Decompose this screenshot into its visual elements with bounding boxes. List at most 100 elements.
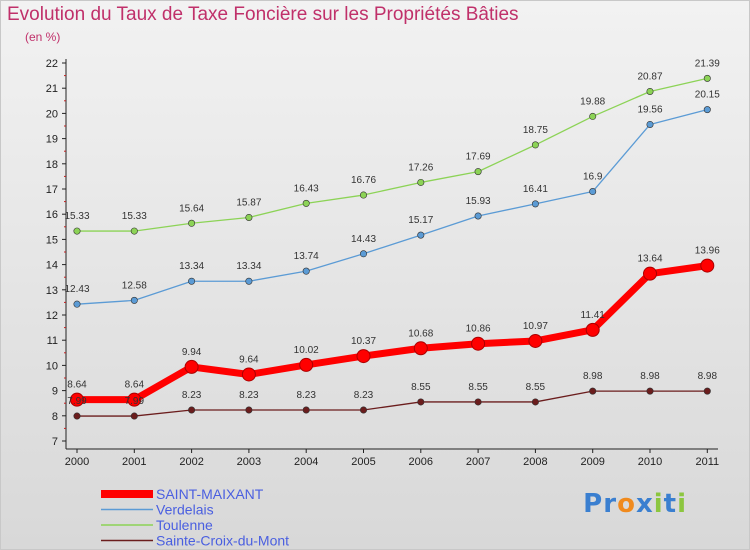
data-label: 16.9 — [583, 172, 603, 183]
data-point — [130, 227, 138, 235]
data-label: 8.23 — [239, 390, 259, 401]
data-point — [359, 191, 367, 199]
data-label: 10.68 — [408, 328, 433, 339]
data-point — [703, 106, 711, 114]
data-point — [188, 277, 196, 285]
data-label: 11.41 — [581, 310, 606, 321]
data-label: 14.43 — [351, 234, 376, 245]
data-label: 8.55 — [468, 382, 488, 393]
data-label: 8.55 — [526, 382, 546, 393]
x-tick-label: 2001 — [122, 456, 146, 468]
brand-letter: P — [583, 489, 604, 519]
data-point — [589, 188, 597, 196]
data-label: 10.02 — [294, 345, 319, 356]
y-tick-label: 19 — [46, 134, 58, 146]
series-line — [77, 77, 708, 232]
data-point — [73, 412, 81, 420]
brand-letter: i — [677, 489, 687, 519]
y-tick-label: 14 — [46, 260, 58, 272]
data-label: 9.64 — [239, 354, 259, 365]
data-point — [302, 267, 310, 275]
legend-label: Verdelais — [156, 502, 214, 518]
data-point — [188, 406, 196, 414]
data-label: 8.64 — [67, 380, 87, 391]
y-tick-label: 10 — [46, 360, 58, 372]
x-tick-label: 2010 — [638, 456, 662, 468]
chart-title: Evolution du Taux de Taxe Foncière sur l… — [7, 4, 519, 25]
x-tick-label: 2011 — [695, 456, 719, 468]
data-point — [531, 141, 539, 149]
data-label: 20.87 — [637, 71, 662, 82]
brand-letter: r — [603, 489, 618, 519]
brand-letter: x — [635, 489, 654, 519]
data-label: 13.64 — [637, 254, 662, 265]
y-tick-label: 11 — [47, 335, 58, 347]
data-label: 15.87 — [236, 197, 261, 208]
y-tick-label: 13 — [46, 285, 58, 297]
x-tick-label: 2007 — [466, 456, 490, 468]
data-label: 10.37 — [351, 336, 376, 347]
y-tick-label: 20 — [46, 108, 58, 120]
data-label: 21.39 — [695, 58, 720, 69]
data-point — [700, 258, 715, 273]
data-label: 8.23 — [182, 390, 202, 401]
data-label: 19.88 — [580, 96, 605, 107]
data-label: 7.99 — [125, 396, 145, 407]
x-tick-label: 2009 — [580, 456, 604, 468]
data-point — [474, 168, 482, 176]
series-line — [77, 262, 708, 404]
data-point — [585, 322, 600, 337]
y-tick-label: 7 — [52, 436, 58, 448]
chart-unit: (en %) — [25, 30, 61, 44]
data-point — [471, 336, 486, 351]
data-point — [302, 406, 310, 414]
data-label: 8.98 — [583, 371, 603, 382]
data-label: 7.99 — [67, 396, 87, 407]
data-point — [474, 398, 482, 406]
data-label: 8.98 — [640, 371, 660, 382]
data-point — [130, 296, 138, 304]
data-label: 15.17 — [408, 215, 433, 226]
data-point — [184, 359, 199, 374]
data-point — [245, 213, 253, 221]
data-label: 16.76 — [351, 175, 376, 186]
legend-label: Sainte-Croix-du-Mont — [156, 533, 289, 549]
y-tick-label: 21 — [46, 83, 58, 95]
data-label: 8.23 — [296, 390, 316, 401]
data-label: 15.93 — [466, 196, 491, 207]
data-point — [245, 277, 253, 285]
data-point — [73, 227, 81, 235]
x-tick-label: 2008 — [523, 456, 547, 468]
y-tick-label: 18 — [46, 159, 58, 171]
data-label: 16.41 — [523, 184, 548, 195]
x-tick-label: 2005 — [351, 456, 375, 468]
data-label: 17.69 — [466, 152, 491, 163]
data-point — [703, 387, 711, 395]
data-point — [70, 392, 84, 407]
data-label: 20.15 — [695, 90, 720, 101]
legend-label: SAINT-MAIXANT — [156, 486, 264, 502]
data-point — [417, 178, 425, 186]
y-tick-label: 9 — [52, 386, 58, 398]
data-point — [413, 341, 428, 356]
data-point — [359, 406, 367, 414]
brand-logo: Proxiti — [583, 489, 687, 519]
data-point — [245, 406, 253, 414]
data-label: 8.23 — [354, 390, 374, 401]
data-label: 17.26 — [408, 162, 433, 173]
brand-letter: o — [617, 489, 636, 519]
x-tick-label: 2002 — [179, 456, 203, 468]
data-point — [528, 333, 543, 348]
data-point — [589, 112, 597, 120]
data-label: 15.64 — [179, 203, 204, 214]
data-point — [646, 120, 654, 128]
y-tick-label: 16 — [46, 209, 58, 221]
data-label: 19.56 — [637, 104, 662, 115]
data-point — [531, 200, 539, 208]
data-point — [417, 398, 425, 406]
y-tick-label: 8 — [52, 411, 58, 423]
data-point — [646, 387, 654, 395]
data-point — [643, 266, 657, 281]
